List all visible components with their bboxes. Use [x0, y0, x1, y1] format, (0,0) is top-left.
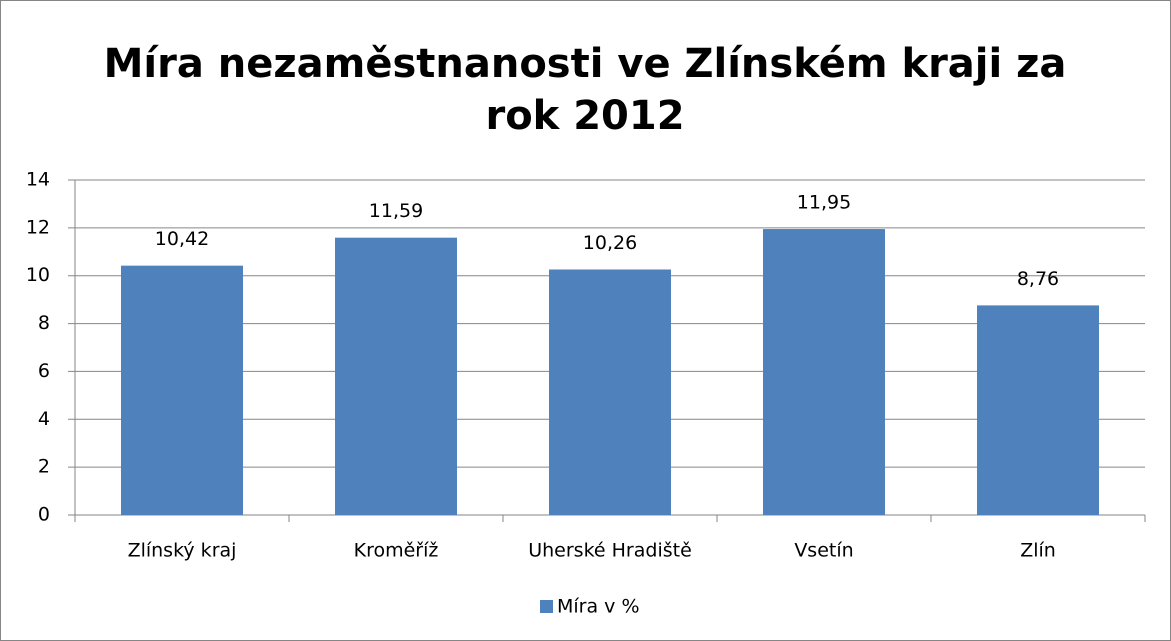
bar [335, 237, 457, 516]
y-tick-label: 10 [26, 264, 50, 286]
y-tick-label: 2 [38, 456, 50, 478]
legend-swatch [540, 600, 553, 613]
value-label: 10,42 [155, 228, 209, 250]
x-tick-label: Zlín [1020, 540, 1056, 562]
y-tick-label: 12 [26, 216, 50, 238]
bar [121, 265, 243, 515]
y-tick-label: 8 [38, 312, 50, 334]
value-label: 8,76 [1017, 268, 1059, 290]
bar [763, 229, 885, 515]
y-tick-label: 6 [38, 360, 50, 382]
x-tick-label: Zlínský kraj [128, 540, 237, 562]
value-label: 11,59 [369, 200, 423, 222]
y-tick-label: 14 [26, 169, 50, 191]
value-label: 11,95 [797, 192, 851, 214]
x-tick-label: Kroměříž [354, 540, 439, 562]
value-label: 10,26 [583, 232, 637, 254]
x-tick-label: Uherské Hradiště [528, 540, 692, 562]
x-tick-label: Vsetín [794, 540, 853, 562]
y-tick-label: 0 [38, 504, 50, 526]
bar [977, 305, 1099, 515]
chart-title: Míra nezaměstnanosti ve Zlínském kraji z… [103, 41, 1067, 139]
bar [549, 269, 671, 515]
y-tick-label: 4 [38, 408, 50, 430]
legend-label: Míra v % [557, 596, 640, 618]
